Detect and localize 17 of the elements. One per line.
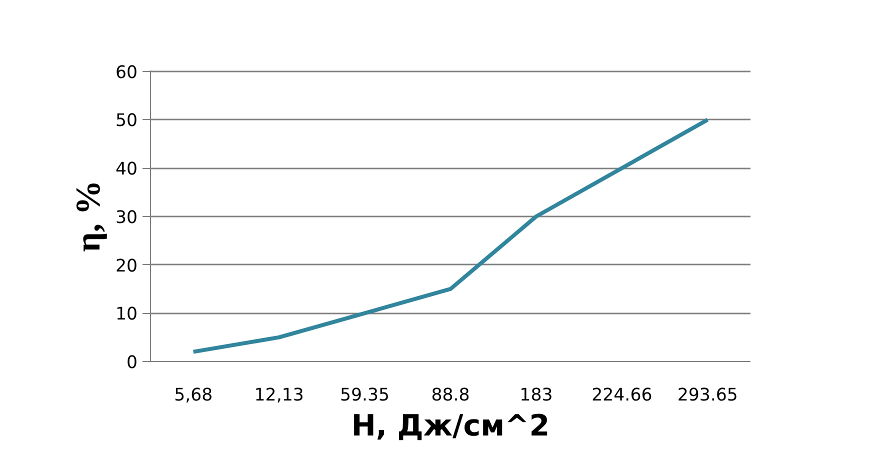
x-tick-label: 59.35 xyxy=(340,386,390,406)
y-tick-label: 20 xyxy=(115,256,138,276)
y-tick-label: 40 xyxy=(115,160,138,180)
line-series xyxy=(191,118,710,354)
y-tick-label: 0 xyxy=(126,353,138,373)
y-tick-label: 50 xyxy=(115,111,138,132)
y-tick-label: 10 xyxy=(115,304,138,325)
x-axis-title: Н, Дж/см^2 xyxy=(351,408,550,442)
x-tick-label: 5,68 xyxy=(174,386,213,406)
y-tick-label: 60 xyxy=(115,62,138,83)
x-tick-label: 224.66 xyxy=(592,386,652,406)
y-axis-title: η, % xyxy=(69,180,108,252)
x-tick-label: 183 xyxy=(520,386,553,406)
y-tick-label: 30 xyxy=(115,208,138,228)
x-tick-label: 88.8 xyxy=(431,386,470,406)
x-tick-label: 12,13 xyxy=(254,386,304,406)
x-tick-label: 293.65 xyxy=(677,386,738,406)
